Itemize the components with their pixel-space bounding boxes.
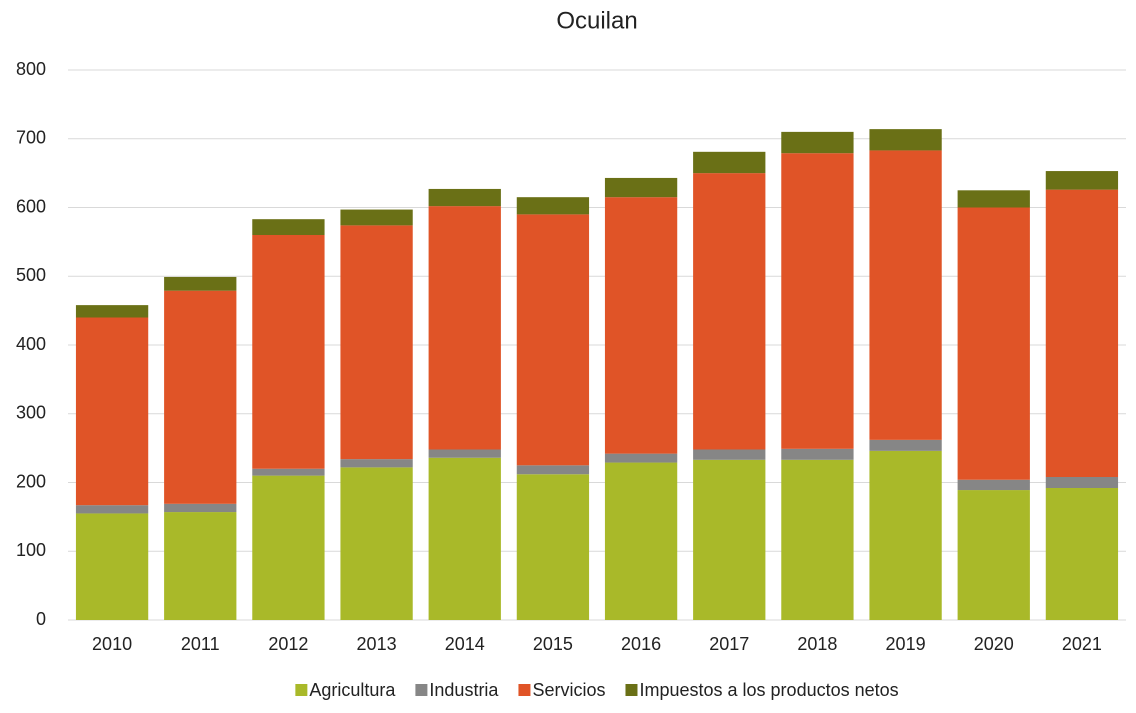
bar-segment <box>75 513 149 620</box>
bar-segment <box>164 290 237 504</box>
bar-segment <box>516 214 590 466</box>
bar-segment <box>957 190 1030 208</box>
bar-segment <box>604 462 678 620</box>
legend-label: Industria <box>429 680 499 700</box>
x-tick-label: 2012 <box>268 634 308 654</box>
bar-segment <box>516 197 590 215</box>
bar-segment <box>693 459 766 620</box>
bar-segment <box>957 207 1030 480</box>
y-tick-label: 800 <box>16 59 46 79</box>
bar-segment <box>252 468 325 476</box>
y-tick-label: 0 <box>36 609 46 629</box>
x-tick-label: 2010 <box>92 634 132 654</box>
x-tick-label: 2013 <box>357 634 397 654</box>
y-tick-label: 700 <box>16 128 46 148</box>
bar-segment <box>428 206 501 450</box>
x-tick-label: 2015 <box>533 634 573 654</box>
x-tick-label: 2019 <box>886 634 926 654</box>
y-tick-label: 400 <box>16 334 46 354</box>
y-tick-label: 200 <box>16 471 46 491</box>
x-tick-label: 2014 <box>445 634 485 654</box>
bar-segment <box>252 475 325 620</box>
bar-segment <box>75 305 149 318</box>
bar-segment <box>869 439 942 451</box>
bar-segment <box>604 453 678 463</box>
bar-segment <box>340 209 413 226</box>
x-tick-label: 2011 <box>181 634 220 654</box>
bar-segment <box>252 235 325 469</box>
bar-segment <box>1045 171 1119 190</box>
bar-segment <box>516 465 590 475</box>
bar-segment <box>781 153 854 449</box>
legend-label: Servicios <box>532 680 605 700</box>
bar-segment <box>781 448 854 460</box>
bar-segment <box>340 459 413 468</box>
legend-swatch <box>295 684 308 696</box>
legend-swatch <box>625 684 638 696</box>
bar-segment <box>957 479 1030 491</box>
bar-segment <box>516 474 590 620</box>
bar-segment <box>428 457 501 620</box>
bar-segment <box>1045 189 1119 477</box>
bar-segment <box>693 151 766 174</box>
x-tick-label: 2017 <box>709 634 749 654</box>
legend-swatch <box>415 684 428 696</box>
bar-segment <box>869 150 942 440</box>
x-tick-label: 2020 <box>974 634 1014 654</box>
y-tick-label: 300 <box>16 403 46 423</box>
bar-segment <box>1045 488 1119 620</box>
y-tick-label: 500 <box>16 265 46 285</box>
bar-segment <box>604 177 678 198</box>
bar-segment <box>75 505 149 514</box>
bar-segment <box>340 225 413 460</box>
legend-label: Impuestos a los productos netos <box>639 680 898 700</box>
bar-segment <box>869 450 942 620</box>
bar-segment <box>781 131 854 154</box>
bar-segment <box>693 449 766 460</box>
bar-segment <box>428 188 501 207</box>
bar-segment <box>428 449 501 458</box>
bar-segment <box>1045 477 1119 488</box>
chart-title: Ocuilan <box>556 7 637 34</box>
bar-segment <box>340 467 413 620</box>
legend-swatch <box>518 684 531 696</box>
y-tick-label: 600 <box>16 196 46 216</box>
legend-label: Agricultura <box>309 680 396 700</box>
bar-segment <box>781 459 854 620</box>
bar-segment <box>693 173 766 450</box>
bar-segment <box>164 276 237 291</box>
x-tick-label: 2016 <box>621 634 661 654</box>
bar-segment <box>869 129 942 151</box>
bar-segment <box>75 317 149 506</box>
bar-segment <box>164 512 237 620</box>
bar-segment <box>957 490 1030 620</box>
x-tick-label: 2018 <box>797 634 837 654</box>
y-tick-label: 100 <box>16 540 46 560</box>
bar-segment <box>164 503 237 513</box>
bar-segment <box>252 219 325 235</box>
bar-segment <box>604 197 678 454</box>
x-tick-label: 2021 <box>1062 634 1102 654</box>
